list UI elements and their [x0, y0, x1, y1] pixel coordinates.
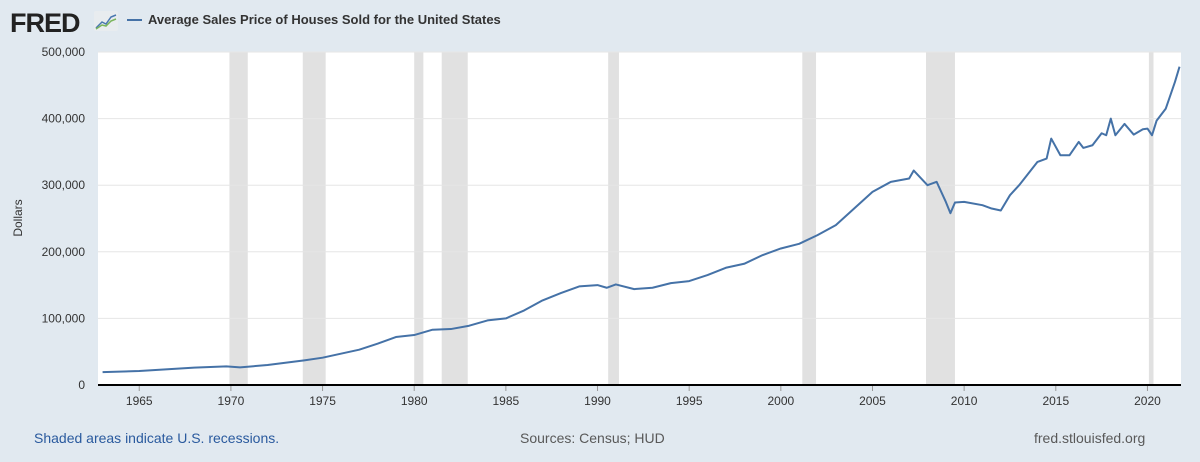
x-tick-label: 1970: [218, 394, 245, 408]
chart-legend: Average Sales Price of Houses Sold for t…: [127, 12, 501, 27]
y-tick-label: 400,000: [42, 112, 86, 126]
x-tick-label: 1965: [126, 394, 153, 408]
x-tick-label: 2005: [859, 394, 886, 408]
recession-band: [1148, 52, 1154, 385]
x-tick-label: 1990: [584, 394, 611, 408]
fred-logo[interactable]: FRED: [10, 8, 80, 38]
legend-label: Average Sales Price of Houses Sold for t…: [148, 12, 501, 27]
x-tick-label: 2015: [1042, 394, 1069, 408]
site-url[interactable]: fred.stlouisfed.org: [1034, 430, 1146, 446]
recession-band: [926, 52, 955, 385]
x-tick-label: 1980: [401, 394, 428, 408]
recession-note-link[interactable]: Shaded areas indicate U.S. recessions.: [34, 430, 280, 446]
y-tick-label: 300,000: [42, 178, 86, 192]
x-tick-label: 2020: [1134, 394, 1161, 408]
x-tick-label: 1985: [493, 394, 520, 408]
y-tick-label: 100,000: [42, 311, 86, 325]
x-tick-label: 1975: [309, 394, 336, 408]
recession-band: [441, 52, 468, 385]
recession-band: [414, 52, 424, 385]
y-tick-label: 500,000: [42, 45, 86, 59]
x-tick-label: 1995: [676, 394, 703, 408]
series-line: [102, 66, 1181, 374]
recession-band: [608, 52, 619, 385]
x-tick-label: 2000: [767, 394, 794, 408]
recession-band: [802, 52, 817, 385]
y-axis-label: Dollars: [11, 199, 25, 236]
y-tick-label: 0: [78, 378, 85, 392]
plot-area: [98, 52, 1181, 385]
recession-band: [302, 52, 326, 385]
sources-text: Sources: Census; HUD: [520, 430, 665, 446]
y-tick-label: 200,000: [42, 245, 86, 259]
legend-line-swatch: [127, 18, 142, 21]
fred-chart-icon: [94, 11, 118, 31]
recession-band: [229, 52, 248, 385]
x-tick-label: 2010: [951, 394, 978, 408]
